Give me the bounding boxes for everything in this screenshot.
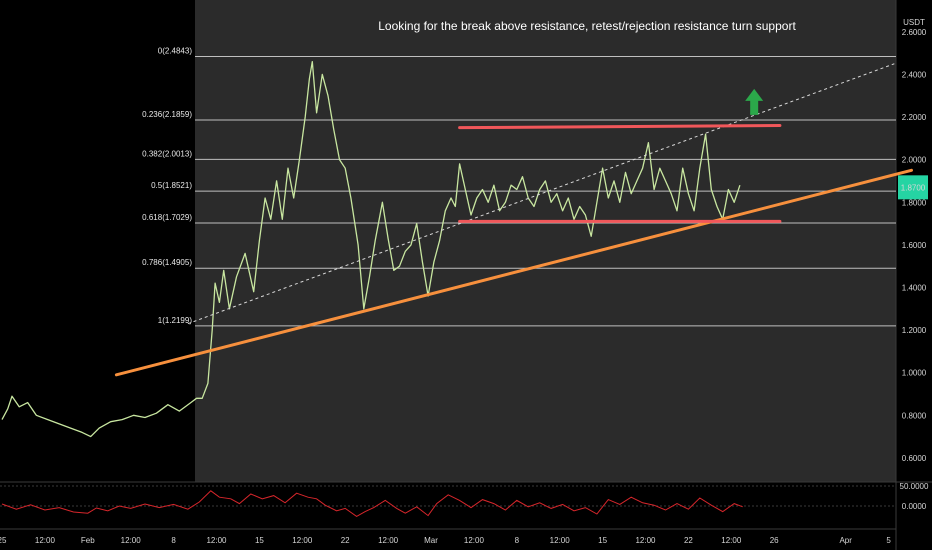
chart-title: Looking for the break above resistance, … (378, 19, 796, 33)
price-tick-2: 2.2000 (902, 113, 927, 122)
time-tick-1: 12:00 (35, 536, 56, 545)
fib-level-label-5: 0.786(1.4905) (142, 258, 192, 267)
time-axis[interactable]: 25 12:00 Feb 12:00 8 12:00 15 12:00 22 12:00 Mar 12… (0, 528, 896, 545)
oscillator-tick-1: 0.0000 (902, 502, 927, 511)
time-tick-8: 22 (341, 536, 350, 545)
price-tick-1: 2.4000 (902, 70, 927, 79)
time-tick-11: 12:00 (464, 536, 485, 545)
fib-level-label-2: 0.382(2.0013) (142, 149, 192, 158)
time-tick-20: 5 (886, 536, 891, 545)
price-line (1, 60, 741, 438)
time-tick-12: 8 (515, 536, 520, 545)
currency-label: USDT (903, 18, 925, 27)
time-tick-18: 26 (770, 536, 779, 545)
price-tick-4: 1.8000 (902, 198, 927, 207)
fib-level-label-0: 0(2.4843) (158, 46, 193, 55)
fib-level-label-4: 0.618(1.7029) (142, 213, 192, 222)
price-tick-3: 2.0000 (902, 156, 927, 165)
time-tick-3: 12:00 (121, 536, 142, 545)
price-tick-7: 1.2000 (902, 326, 927, 335)
fibonacci-levels: 0(2.4843) 0.236(2.1859) 0.382(2.0013) 0.5(1… (142, 46, 896, 327)
time-tick-2: Feb (81, 536, 95, 545)
fib-level-label-1: 0.236(2.1859) (142, 110, 192, 119)
up-arrow-icon (745, 88, 764, 115)
time-tick-14: 15 (598, 536, 607, 545)
chart-drawings[interactable] (114, 63, 913, 377)
time-tick-5: 12:00 (206, 536, 227, 545)
price-tick-5: 1.6000 (902, 241, 927, 250)
time-tick-6: 15 (255, 536, 264, 545)
fib-level-label-3: 0.5(1.8521) (151, 181, 192, 190)
price-tick-9: 0.8000 (902, 411, 927, 420)
resistance-line (458, 124, 782, 130)
price-tick-8: 1.0000 (902, 369, 927, 378)
time-tick-16: 22 (684, 536, 693, 545)
current-price-label (898, 175, 928, 200)
oscillator-pane: 50.0000 0.0000 (0, 482, 929, 517)
time-tick-0: 25 (0, 536, 7, 545)
fib-level-label-6: 1(1.2199) (158, 316, 193, 325)
price-tick-6: 1.4000 (902, 283, 927, 292)
price-series (1, 60, 741, 438)
time-tick-9: 12:00 (378, 536, 399, 545)
current-price-value: 1.8700 (901, 183, 926, 192)
time-tick-17: 12:00 (721, 536, 742, 545)
price-tick-10: 0.6000 (902, 454, 927, 463)
fibonacci-range-region (195, 0, 896, 482)
time-tick-13: 12:00 (550, 536, 571, 545)
oscillator-line (1, 490, 743, 517)
ascending-trendline (114, 168, 913, 377)
time-tick-19: Apr (839, 536, 852, 545)
oscillator-tick-0: 50.0000 (900, 482, 929, 491)
time-tick-15: 12:00 (635, 536, 656, 545)
time-tick-4: 8 (171, 536, 176, 545)
price-axis[interactable]: 2.6000 2.4000 2.2000 2.0000 1.8000 1.6000 1.40… (898, 28, 928, 463)
time-tick-7: 12:00 (292, 536, 313, 545)
price-tick-0: 2.6000 (902, 28, 927, 37)
time-tick-10: Mar (424, 536, 438, 545)
